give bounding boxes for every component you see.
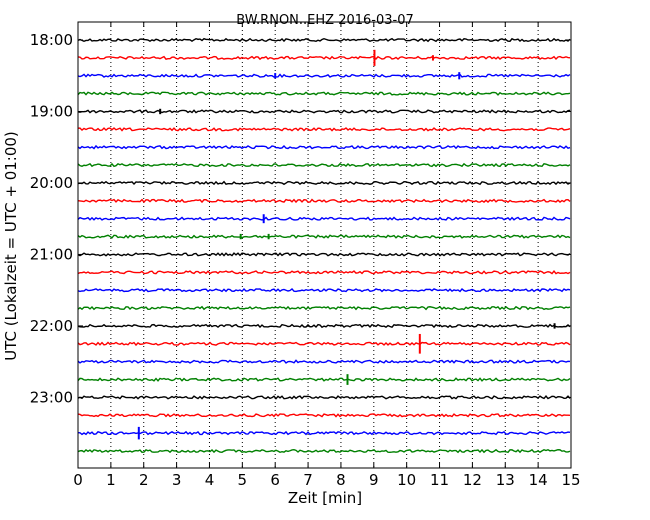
x-tick-label: 5 bbox=[238, 471, 248, 489]
trace-line bbox=[77, 216, 571, 221]
trace-line bbox=[77, 37, 571, 43]
grid-lines bbox=[110, 22, 539, 468]
plot-frame bbox=[77, 21, 572, 469]
x-tick-label: 13 bbox=[496, 471, 515, 489]
event-spikes bbox=[137, 49, 556, 440]
y-tick-label: 21:00 bbox=[30, 245, 73, 263]
trace-line bbox=[77, 270, 571, 275]
x-tick-label: 7 bbox=[303, 471, 313, 489]
y-tick-label: 23:00 bbox=[30, 388, 73, 406]
trace-line bbox=[77, 234, 571, 239]
trace-line bbox=[77, 448, 571, 454]
trace-lines bbox=[77, 37, 571, 454]
x-tick-label: 8 bbox=[336, 471, 346, 489]
x-tick-label: 6 bbox=[270, 471, 280, 489]
trace-line bbox=[77, 127, 571, 132]
x-tick-label: 3 bbox=[172, 471, 182, 489]
trace-line bbox=[77, 287, 571, 293]
trace-line bbox=[77, 323, 571, 329]
trace-line bbox=[77, 341, 571, 347]
trace-line bbox=[77, 91, 571, 96]
trace-line bbox=[77, 198, 571, 204]
x-tick-label: 0 bbox=[73, 471, 83, 489]
trace-line bbox=[77, 144, 571, 150]
x-tick-label: 4 bbox=[205, 471, 215, 489]
y-tick-label: 20:00 bbox=[30, 174, 73, 192]
y-tick-label: 22:00 bbox=[30, 317, 73, 335]
x-tick-label: 15 bbox=[561, 471, 580, 489]
trace-line bbox=[77, 252, 571, 257]
trace-line bbox=[77, 73, 571, 78]
trace-line bbox=[77, 377, 571, 382]
y-tick-label: 19:00 bbox=[30, 102, 73, 120]
x-axis-label: Zeit [min] bbox=[288, 489, 362, 507]
y-tick-label: 18:00 bbox=[30, 31, 73, 49]
chart-title: BW.RNON..EHZ 2016-03-07 bbox=[236, 13, 414, 28]
x-tick-label: 11 bbox=[430, 471, 449, 489]
trace-line bbox=[77, 305, 571, 311]
y-axis-label: UTC (Lokalzeit = UTC + 01:00) bbox=[2, 131, 20, 361]
x-tick-label: 12 bbox=[463, 471, 482, 489]
trace-line bbox=[77, 413, 571, 418]
trace-line bbox=[77, 180, 571, 186]
trace-line bbox=[77, 395, 571, 400]
x-tick-label: 14 bbox=[529, 471, 548, 489]
trace-line bbox=[77, 430, 571, 436]
trace-line bbox=[77, 162, 571, 168]
x-tick-label: 2 bbox=[139, 471, 149, 489]
trace-line bbox=[77, 55, 571, 61]
trace-line bbox=[77, 109, 571, 114]
axis-ticks: 0 1 2 3 4 5 6 7 8 9 10 11 12 13 14 1518:0019:0020:0021:… bbox=[30, 22, 581, 489]
x-tick-label: 9 bbox=[369, 471, 379, 489]
x-tick-label: 10 bbox=[397, 471, 416, 489]
x-tick-label: 1 bbox=[106, 471, 116, 489]
trace-line bbox=[77, 359, 571, 364]
